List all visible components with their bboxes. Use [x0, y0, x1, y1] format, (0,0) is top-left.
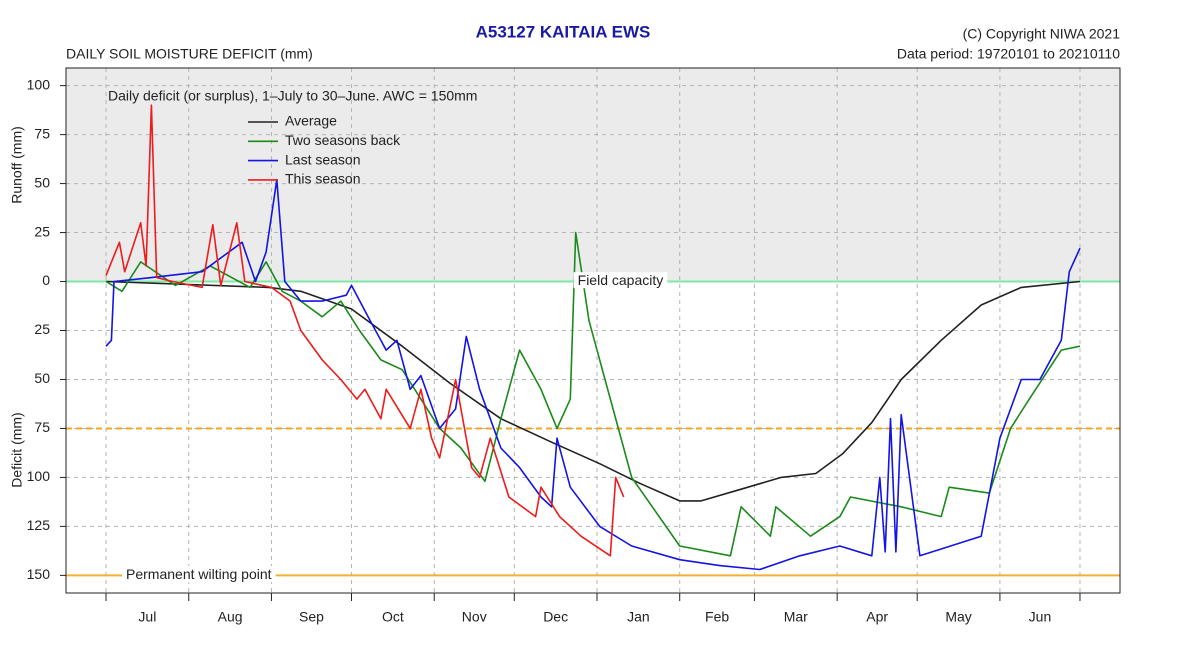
y-tick-label: 125: [27, 517, 51, 533]
y-tick-label: 75: [34, 125, 50, 141]
chart-subtitle: DAILY SOIL MOISTURE DEFICIT (mm): [66, 46, 313, 62]
copyright: (C) Copyright NIWA 2021: [963, 26, 1121, 42]
y-tick-label: 150: [27, 566, 51, 582]
series-line: [105, 178, 1081, 571]
x-tick-label: Aug: [218, 609, 243, 625]
series-line: [105, 231, 1081, 557]
x-tick-label: Apr: [866, 609, 888, 625]
x-tick-label: May: [945, 609, 971, 625]
chart-title: A53127 KAITAIA EWS: [476, 22, 651, 41]
series-line: [105, 104, 625, 557]
x-tick-label: Jun: [1029, 609, 1052, 625]
legend-label: Average: [285, 113, 337, 129]
reference-label: Permanent wilting point: [126, 566, 272, 582]
y-tick-label: 25: [34, 321, 50, 337]
legend-label: Two seasons back: [285, 132, 401, 148]
x-tick-label: Nov: [462, 609, 487, 625]
reference-label: Field capacity: [578, 272, 664, 288]
y-tick-label: 50: [34, 370, 50, 386]
y-axis-label-upper: Runoff (mm): [9, 126, 25, 204]
runoff-zone: [66, 68, 1120, 282]
x-tick-label: Mar: [784, 609, 808, 625]
plot-frame: [65, 67, 1121, 594]
y-tick-label: 0: [42, 272, 50, 288]
x-tick-label: Sep: [299, 609, 324, 625]
y-tick-label: 100: [27, 468, 51, 484]
x-tick-label: Jan: [627, 609, 650, 625]
data-period: Data period: 19720101 to 20210110: [897, 46, 1120, 62]
y-tick-label: 75: [34, 419, 50, 435]
y-tick-label: 25: [34, 223, 50, 239]
label-background: [573, 272, 668, 289]
x-tick-label: Oct: [382, 609, 404, 625]
label-background: [122, 566, 276, 583]
series-line: [105, 280, 1081, 502]
x-tick-label: Jul: [138, 609, 156, 625]
x-tick-label: Feb: [705, 609, 729, 625]
y-tick-label: 50: [34, 174, 50, 190]
y-axis-label-lower: Deficit (mm): [9, 412, 25, 487]
note: Daily deficit (or surplus), 1–July to 30…: [108, 88, 477, 104]
legend-label: This season: [285, 171, 360, 187]
legend-label: Last season: [285, 151, 361, 167]
x-tick-label: Dec: [543, 609, 568, 625]
y-tick-label: 100: [27, 76, 51, 92]
